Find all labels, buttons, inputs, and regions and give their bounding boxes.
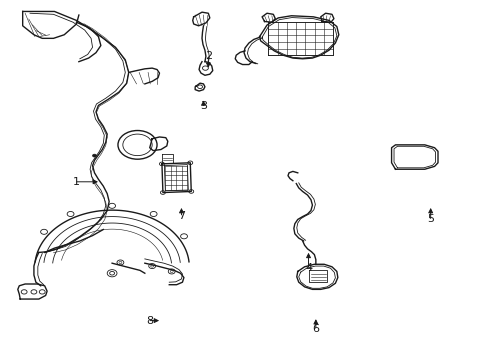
Circle shape [93, 154, 97, 157]
Text: 2: 2 [205, 51, 212, 61]
Text: 1: 1 [73, 177, 80, 187]
Text: 7: 7 [178, 211, 185, 221]
Text: 4: 4 [305, 263, 312, 273]
Text: 8: 8 [146, 316, 153, 325]
Text: 5: 5 [427, 215, 434, 224]
Text: 3: 3 [200, 102, 207, 112]
Text: 6: 6 [312, 324, 319, 334]
